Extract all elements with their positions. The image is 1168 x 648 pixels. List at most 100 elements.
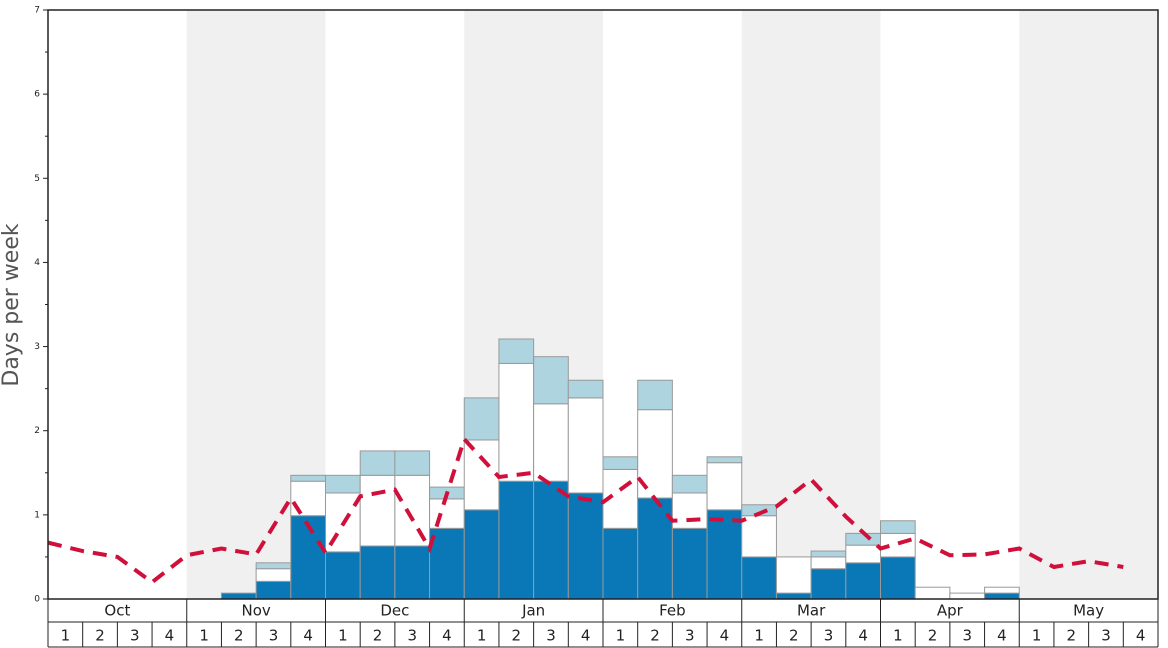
week-label: 4 [303, 627, 313, 645]
week-label: 2 [650, 627, 660, 645]
month-label: Feb [659, 602, 686, 620]
week-label: 4 [997, 627, 1007, 645]
week-label: 4 [720, 627, 730, 645]
week-label: 3 [1101, 627, 1111, 645]
bar-segment [359, 474, 396, 547]
week-label: 3 [130, 627, 140, 645]
bar-segment [394, 474, 431, 547]
bar-segment [533, 480, 569, 600]
bar-segment [671, 492, 708, 529]
bar-segment [984, 592, 1020, 600]
bar-segment [394, 450, 431, 476]
y-tick-label: 4 [34, 258, 40, 268]
month-shade [741, 10, 881, 599]
bar-segment [775, 556, 812, 594]
y-tick-label: 7 [34, 6, 40, 16]
month-label: Nov [241, 602, 270, 620]
bar-segment [671, 474, 708, 494]
week-label: 4 [165, 627, 175, 645]
bar-segment [637, 379, 673, 411]
bar-segment [290, 480, 326, 517]
bar-segment [255, 568, 292, 582]
month-label: Jan [521, 602, 545, 620]
week-label: 4 [858, 627, 868, 645]
bar-segment [463, 509, 500, 600]
trend-line [47, 435, 1124, 585]
week-label: 1 [893, 627, 903, 645]
bar-segment [325, 474, 361, 494]
week-label: 1 [338, 627, 348, 645]
bar-segment [637, 497, 673, 600]
bar-segment [775, 592, 812, 600]
week-label: 1 [199, 627, 209, 645]
bar-segment [463, 439, 500, 511]
week-label: 3 [269, 627, 279, 645]
week-label: 1 [477, 627, 487, 645]
bar-segment [498, 480, 535, 600]
week-label: 3 [407, 627, 417, 645]
y-axis-label: Days per week [0, 223, 24, 386]
bar-segment [984, 586, 1020, 594]
y-tick-label: 6 [34, 90, 40, 100]
week-label: 1 [61, 627, 71, 645]
month-label: May [1073, 602, 1104, 620]
bar-segment [498, 338, 535, 364]
bar-segment [429, 498, 465, 529]
week-label: 3 [824, 627, 834, 645]
y-tick-label: 1 [34, 510, 40, 520]
month-label: Dec [380, 602, 409, 620]
bar-segment [359, 450, 396, 476]
bar-segment [671, 527, 708, 600]
month-label: Apr [937, 602, 964, 620]
bar-segment [880, 556, 916, 600]
bar-segment [463, 397, 500, 441]
bar-segment [810, 556, 847, 570]
bar-segment [914, 586, 951, 600]
bar-segment [290, 515, 326, 600]
bar-segment [394, 545, 431, 600]
bar-segment [290, 474, 326, 482]
bar-segment [567, 397, 604, 494]
bar-segment [845, 544, 881, 564]
bar-segment [255, 562, 292, 570]
bar-segment [845, 562, 881, 600]
bar-segment [706, 509, 743, 600]
week-label: 4 [442, 627, 452, 645]
bar-segment [325, 551, 361, 600]
bar-segment [602, 456, 639, 470]
bar-segment [255, 580, 292, 600]
week-label: 1 [616, 627, 626, 645]
week-label: 4 [581, 627, 591, 645]
bar-segment [429, 527, 465, 600]
week-label: 1 [1032, 627, 1042, 645]
bar-segment [567, 379, 604, 399]
week-label: 1 [754, 627, 764, 645]
bar-segment [567, 492, 604, 600]
bar-segment [706, 462, 743, 511]
bar-segment [949, 592, 986, 600]
bar-segment [533, 403, 569, 482]
bar-segment [810, 550, 847, 558]
bar-segment [741, 556, 777, 600]
bar-segment [706, 456, 743, 464]
week-label: 4 [1136, 627, 1146, 645]
week-label: 3 [546, 627, 556, 645]
y-tick-label: 2 [34, 426, 40, 436]
month-label: Mar [797, 602, 826, 620]
bar-segment [810, 568, 847, 600]
week-label: 2 [95, 627, 105, 645]
bar-segment [602, 527, 639, 600]
week-label: 2 [928, 627, 938, 645]
y-tick-label: 5 [34, 174, 40, 184]
week-label: 2 [789, 627, 799, 645]
bar-segment [359, 545, 396, 600]
week-label: 2 [1067, 627, 1077, 645]
bar-segment [741, 515, 777, 558]
bar-segment [220, 592, 257, 600]
bar-segment [498, 362, 535, 482]
week-label: 2 [234, 627, 244, 645]
y-tick-label: 3 [34, 342, 40, 352]
week-label: 3 [685, 627, 695, 645]
y-tick-label: 0 [34, 595, 40, 605]
